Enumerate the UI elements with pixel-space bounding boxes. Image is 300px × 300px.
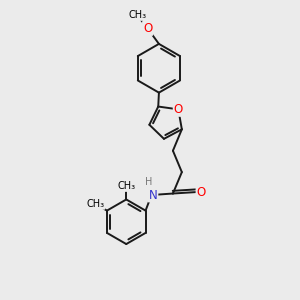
Text: N: N: [148, 188, 158, 202]
Text: O: O: [143, 22, 152, 35]
Text: CH₃: CH₃: [86, 199, 104, 209]
Text: O: O: [196, 185, 206, 199]
Text: CH₃: CH₃: [128, 10, 146, 20]
Text: O: O: [174, 103, 183, 116]
Text: H: H: [145, 177, 152, 187]
Text: CH₃: CH₃: [117, 181, 135, 191]
